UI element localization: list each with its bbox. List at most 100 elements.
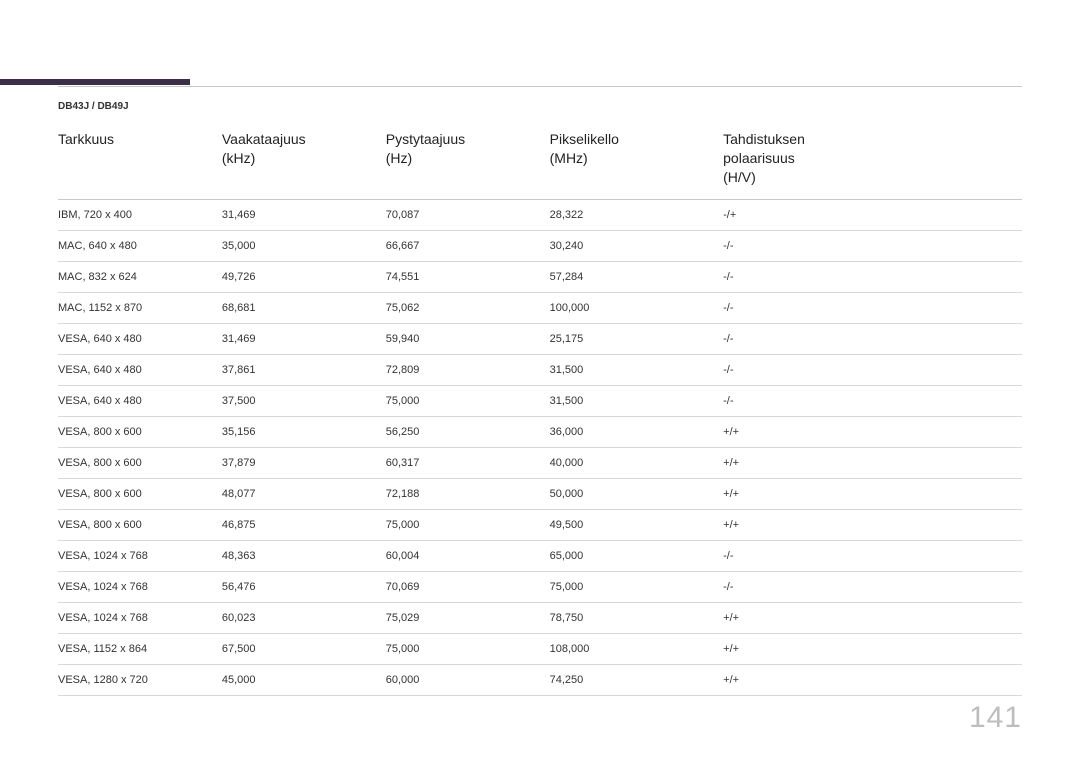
table-cell: 35,000	[222, 230, 386, 261]
table-cell: 37,861	[222, 354, 386, 385]
accent-bar	[0, 79, 190, 85]
table-cell: 37,500	[222, 385, 386, 416]
table-cell: 75,000	[386, 509, 550, 540]
table-cell: 31,469	[222, 199, 386, 230]
table-cell: 72,809	[386, 354, 550, 385]
table-cell: +/+	[723, 509, 1022, 540]
table-cell: MAC, 640 x 480	[58, 230, 222, 261]
table-cell: -/-	[723, 385, 1022, 416]
page-number: 141	[969, 701, 1022, 735]
table-cell: 70,087	[386, 199, 550, 230]
table-cell: -/-	[723, 261, 1022, 292]
table-cell: 67,500	[222, 633, 386, 664]
table-cell: -/-	[723, 354, 1022, 385]
table-cell: VESA, 640 x 480	[58, 385, 222, 416]
table-row: IBM, 720 x 40031,46970,08728,322-/+	[58, 199, 1022, 230]
table-cell: 60,023	[222, 602, 386, 633]
table-cell: VESA, 1024 x 768	[58, 571, 222, 602]
table-cell: 40,000	[550, 447, 724, 478]
table-cell: 74,551	[386, 261, 550, 292]
table-cell: 31,500	[550, 385, 724, 416]
table-cell: 72,188	[386, 478, 550, 509]
table-cell: 46,875	[222, 509, 386, 540]
table-row: VESA, 640 x 48031,46959,94025,175-/-	[58, 323, 1022, 354]
table-cell: 75,000	[386, 633, 550, 664]
table-cell: 56,250	[386, 416, 550, 447]
table-cell: VESA, 1024 x 768	[58, 540, 222, 571]
table-cell: 66,667	[386, 230, 550, 261]
table-cell: -/+	[723, 199, 1022, 230]
table-cell: 28,322	[550, 199, 724, 230]
table-row: VESA, 800 x 60046,87575,00049,500+/+	[58, 509, 1022, 540]
table-cell: 108,000	[550, 633, 724, 664]
table-cell: 78,750	[550, 602, 724, 633]
table-cell: 36,000	[550, 416, 724, 447]
table-cell: VESA, 640 x 480	[58, 323, 222, 354]
table-cell: VESA, 800 x 600	[58, 478, 222, 509]
table-row: VESA, 800 x 60037,87960,31740,000+/+	[58, 447, 1022, 478]
table-cell: IBM, 720 x 400	[58, 199, 222, 230]
table-cell: 65,000	[550, 540, 724, 571]
col-header-pikselikello: Pikselikello(MHz)	[550, 124, 724, 199]
table-body: IBM, 720 x 40031,46970,08728,322-/+MAC, …	[58, 199, 1022, 695]
table-cell: +/+	[723, 633, 1022, 664]
table-cell: 60,317	[386, 447, 550, 478]
page-content: DB43J / DB49J Tarkkuus Vaakataajuus(kHz)…	[58, 86, 1022, 696]
table-row: VESA, 1024 x 76856,47670,06975,000-/-	[58, 571, 1022, 602]
model-label: DB43J / DB49J	[58, 101, 1022, 112]
table-cell: -/-	[723, 540, 1022, 571]
table-cell: 31,500	[550, 354, 724, 385]
table-cell: 75,062	[386, 292, 550, 323]
table-cell: MAC, 1152 x 870	[58, 292, 222, 323]
table-cell: 75,000	[386, 385, 550, 416]
table-cell: 68,681	[222, 292, 386, 323]
table-cell: -/-	[723, 230, 1022, 261]
table-cell: +/+	[723, 416, 1022, 447]
table-row: MAC, 832 x 62449,72674,55157,284-/-	[58, 261, 1022, 292]
table-cell: 49,726	[222, 261, 386, 292]
table-cell: VESA, 1152 x 864	[58, 633, 222, 664]
table-cell: +/+	[723, 478, 1022, 509]
table-row: MAC, 640 x 48035,00066,66730,240-/-	[58, 230, 1022, 261]
col-header-pystytaajuus: Pystytaajuus(Hz)	[386, 124, 550, 199]
table-cell: 100,000	[550, 292, 724, 323]
table-cell: 74,250	[550, 664, 724, 695]
table-cell: -/-	[723, 571, 1022, 602]
table-cell: 57,284	[550, 261, 724, 292]
table-cell: 60,000	[386, 664, 550, 695]
table-row: VESA, 1024 x 76860,02375,02978,750+/+	[58, 602, 1022, 633]
table-cell: 75,000	[550, 571, 724, 602]
top-rule	[58, 86, 1022, 87]
table-cell: +/+	[723, 447, 1022, 478]
table-cell: -/-	[723, 323, 1022, 354]
table-cell: 75,029	[386, 602, 550, 633]
table-cell: MAC, 832 x 624	[58, 261, 222, 292]
table-cell: 49,500	[550, 509, 724, 540]
table-cell: 48,363	[222, 540, 386, 571]
col-header-tarkkuus: Tarkkuus	[58, 124, 222, 199]
col-header-tahdistuksen: Tahdistuksenpolaarisuus(H/V)	[723, 124, 1022, 199]
table-cell: 35,156	[222, 416, 386, 447]
table-row: VESA, 640 x 48037,86172,80931,500-/-	[58, 354, 1022, 385]
table-cell: 25,175	[550, 323, 724, 354]
table-cell: VESA, 640 x 480	[58, 354, 222, 385]
table-cell: 48,077	[222, 478, 386, 509]
table-row: VESA, 800 x 60048,07772,18850,000+/+	[58, 478, 1022, 509]
table-cell: 56,476	[222, 571, 386, 602]
table-row: VESA, 1024 x 76848,36360,00465,000-/-	[58, 540, 1022, 571]
table-cell: VESA, 1024 x 768	[58, 602, 222, 633]
table-cell: 31,469	[222, 323, 386, 354]
spec-table: Tarkkuus Vaakataajuus(kHz) Pystytaajuus(…	[58, 124, 1022, 696]
table-cell: 37,879	[222, 447, 386, 478]
table-cell: +/+	[723, 602, 1022, 633]
table-row: MAC, 1152 x 87068,68175,062100,000-/-	[58, 292, 1022, 323]
table-cell: 30,240	[550, 230, 724, 261]
table-cell: 59,940	[386, 323, 550, 354]
table-cell: -/-	[723, 292, 1022, 323]
table-cell: VESA, 800 x 600	[58, 447, 222, 478]
col-header-vaakataajuus: Vaakataajuus(kHz)	[222, 124, 386, 199]
table-row: VESA, 1152 x 86467,50075,000108,000+/+	[58, 633, 1022, 664]
table-cell: 50,000	[550, 478, 724, 509]
table-cell: 60,004	[386, 540, 550, 571]
table-row: VESA, 800 x 60035,15656,25036,000+/+	[58, 416, 1022, 447]
